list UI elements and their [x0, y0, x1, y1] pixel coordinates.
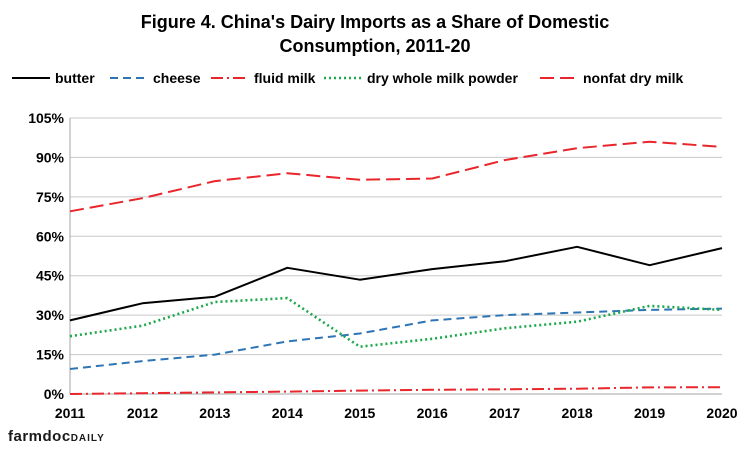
x-tick-label: 2019 [634, 405, 665, 421]
y-tick-label: 90% [36, 149, 65, 165]
legend-label-cheese: cheese [153, 70, 201, 86]
x-tick-label: 2013 [199, 405, 230, 421]
x-tick-label: 2017 [489, 405, 520, 421]
x-tick-label: 2015 [344, 405, 375, 421]
x-tick-label: 2018 [562, 405, 593, 421]
tick-labels: 0% 15% 30% 45% 60% 75% 90% 105% 2011 2012 2013 2014… [28, 110, 738, 421]
legend-label-fluid-milk: fluid milk [254, 70, 316, 86]
brand-logo-main: farmdoc [8, 428, 71, 445]
series-line-dry-whole-milk-powder [69, 296, 723, 349]
legend-label-dry-whole-milk-powder: dry whole milk powder [367, 70, 518, 86]
y-tick-label: 75% [36, 189, 65, 205]
x-tick-label: 2016 [417, 405, 448, 421]
y-tick-label: 15% [36, 347, 65, 363]
chart-title-line2: Consumption, 2011-20 [279, 36, 470, 56]
x-tick-label: 2020 [706, 405, 737, 421]
legend-label-butter: butter [55, 70, 95, 86]
y-tick-label: 60% [36, 228, 65, 244]
axes [69, 118, 722, 395]
x-tick-label: 2014 [272, 405, 303, 421]
series-line-butter [69, 245, 723, 322]
y-tick-label: 30% [36, 307, 65, 323]
y-tick-label: 105% [28, 110, 64, 126]
legend: butter cheese fluid milk dry whole milk pow… [12, 70, 684, 86]
series-line-nonfat-dry-milk [69, 140, 723, 213]
y-tick-label: 0% [44, 386, 65, 402]
brand-logo: farmdocDAILY [8, 428, 105, 445]
legend-label-nonfat-dry-milk: nonfat dry milk [583, 70, 684, 86]
chart-title-line1: Figure 4. China's Dairy Imports as a Sha… [141, 12, 609, 32]
brand-logo-suffix: DAILY [70, 433, 105, 444]
series-line-fluid-milk [69, 386, 723, 395]
x-tick-label: 2011 [55, 405, 86, 421]
x-tick-label: 2012 [127, 405, 158, 421]
y-tick-label: 45% [36, 268, 65, 284]
grid-lines [70, 117, 722, 356]
series-lines [69, 140, 723, 395]
series-line-cheese [69, 307, 723, 370]
